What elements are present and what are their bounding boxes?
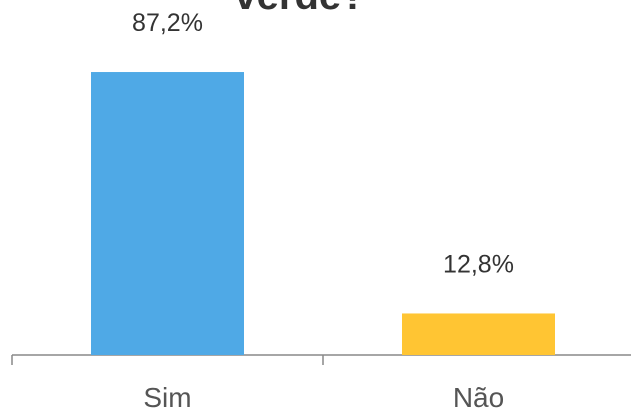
bar [91,72,244,355]
chart-title: verde? [234,0,365,18]
x-tick-label: Não [453,382,504,410]
data-label: 12,8% [443,250,514,278]
x-tick-label: Sim [143,382,191,410]
data-label: 87,2% [132,9,203,37]
bar [402,313,555,355]
